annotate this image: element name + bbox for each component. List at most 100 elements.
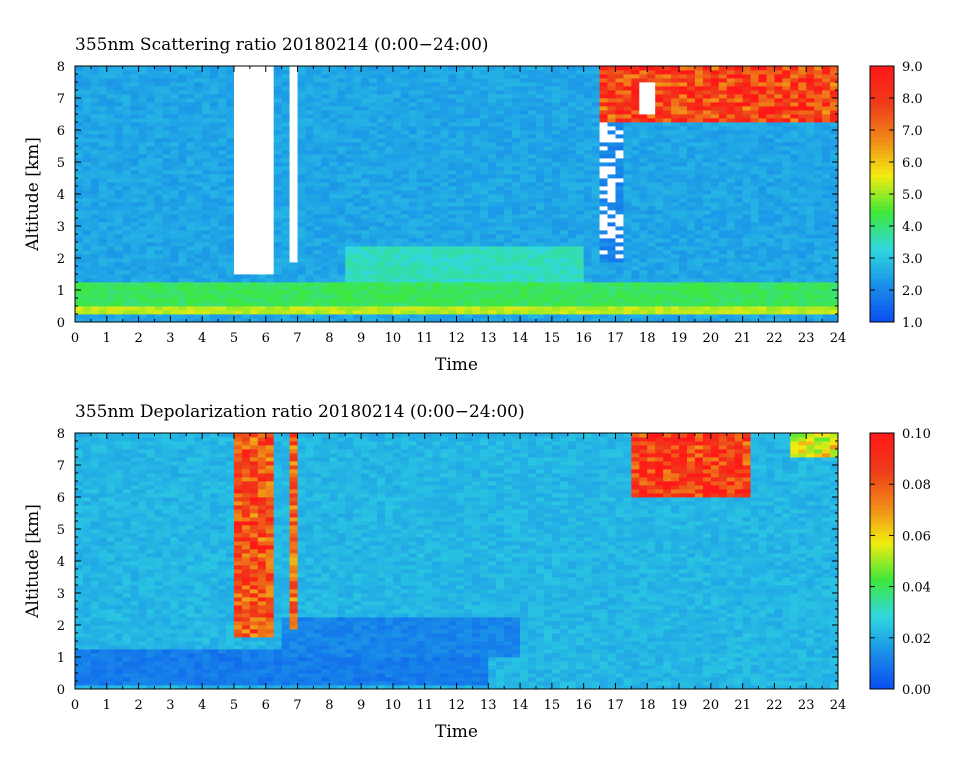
depolarization-y-tick-label: 6 [57,491,65,506]
scattering-x-tick-label: 19 [671,331,688,346]
scattering-x-tick-label: 4 [198,331,206,346]
depolarization-x-tick-label: 15 [544,698,561,713]
scattering-x-tick-label: 13 [480,331,497,346]
scattering-x-tick-label: 7 [293,331,301,346]
depolarization-x-axis-label: Time [435,722,478,742]
depolarization-x-tick-label: 2 [134,698,142,713]
depolarization-colorbar-tick-label: 0.00 [902,683,931,698]
scattering-heatmap [75,66,839,323]
scattering-colorbar-tick-label: 8.0 [902,92,923,107]
scattering-y-tick-label: 3 [57,220,65,235]
scattering-y-tick-label: 2 [57,252,65,267]
scattering-x-tick-label: 15 [544,331,561,346]
depolarization-x-tick-label: 8 [325,698,333,713]
depolarization-x-tick-label: 5 [230,698,238,713]
scattering-x-tick-label: 1 [103,331,111,346]
depolarization-x-tick-label: 19 [671,698,688,713]
depolarization-title: 355nm Depolarization ratio 20180214 (0:0… [75,402,525,422]
scattering-x-tick-label: 9 [357,331,365,346]
depolarization-x-tick-label: 7 [293,698,301,713]
scattering-colorbar-tick-label: 2.0 [902,284,923,299]
depolarization-x-tick-label: 0 [71,698,79,713]
scattering-x-tick-label: 6 [262,331,270,346]
scattering-x-tick-label: 8 [325,331,333,346]
scattering-x-tick-label: 17 [607,331,624,346]
scattering-colorbar-tick-label: 6.0 [902,156,923,171]
depolarization-colorbar-tick-label: 0.06 [902,529,931,544]
depolarization-y-tick-label: 0 [57,683,65,698]
depolarization-x-tick-label: 23 [798,698,815,713]
depolarization-x-tick-label: 22 [766,698,783,713]
scattering-x-tick-label: 16 [575,331,592,346]
scattering-colorbar-tick-label: 3.0 [902,252,923,267]
scattering-x-tick-label: 3 [166,331,174,346]
scattering-y-tick-label: 1 [57,284,65,299]
scattering-x-tick-label: 24 [830,331,847,346]
scattering-x-tick-label: 2 [134,331,142,346]
depolarization-y-tick-label: 4 [57,555,65,570]
depolarization-y-axis: 0 1 2 3 4 5 6 7 8 [57,427,838,698]
depolarization-y-tick-label: 1 [57,651,65,666]
depolarization-x-tick-label: 20 [703,698,720,713]
scattering-y-tick-label: 4 [57,188,65,203]
depolarization-y-tick-label: 3 [57,587,65,602]
scattering-y-tick-label: 0 [57,316,65,331]
scattering-y-tick-label: 5 [57,156,65,171]
depolarization-y-tick-label: 2 [57,619,65,634]
depolarization-x-tick-label: 4 [198,698,206,713]
scattering-colorbar-tick-label: 4.0 [902,220,923,235]
depolarization-x-tick-label: 11 [416,698,433,713]
scattering-y-axis-label: Altitude [km] [23,137,43,252]
scattering-x-axis-label: Time [435,355,478,375]
depolarization-heatmap [75,433,839,690]
depolarization-colorbar-tick-label: 0.10 [902,427,931,442]
scattering-x-tick-label: 0 [71,331,79,346]
depolarization-x-tick-label: 3 [166,698,174,713]
scattering-x-tick-label: 21 [734,331,751,346]
depolarization-x-tick-label: 1 [103,698,111,713]
scattering-x-axis: 0 1 2 3 4 5 6 7 8 9 10 11 12 13 14 15 16 17 18 19 20 21 22 23 24 [71,66,846,346]
scattering-colorbar-tick-label: 5.0 [902,188,923,203]
depolarization-colorbar-tick-label: 0.04 [902,581,931,596]
scattering-colorbar: 1.0 2.0 3.0 4.0 5.0 6.0 7.0 8.0 9.0 [869,60,923,331]
scattering-x-tick-label: 18 [639,331,656,346]
scattering-y-tick-label: 6 [57,124,65,139]
depolarization-x-tick-label: 9 [357,698,365,713]
scattering-x-tick-label: 12 [448,331,465,346]
scattering-y-tick-label: 8 [57,60,65,75]
scattering-x-tick-label: 20 [703,331,720,346]
depolarization-y-tick-label: 5 [57,523,65,538]
depolarization-y-tick-label: 7 [57,459,65,474]
depolarization-x-tick-label: 10 [385,698,402,713]
depolarization-x-tick-label: 24 [830,698,847,713]
depolarization-x-tick-label: 18 [639,698,656,713]
depolarization-x-tick-label: 12 [448,698,465,713]
scattering-x-tick-label: 5 [230,331,238,346]
scattering-colorbar-tick-label: 9.0 [902,60,923,75]
depolarization-ratio-panel: 355nm Depolarization ratio 20180214 (0:0… [23,402,931,742]
scattering-y-tick-label: 7 [57,92,65,107]
depolarization-x-tick-label: 13 [480,698,497,713]
scattering-x-tick-label: 22 [766,331,783,346]
depolarization-x-axis: 0 1 2 3 4 5 6 7 8 9 10 11 12 13 14 15 16 17 18 19 20 21 22 23 24 [71,433,846,713]
depolarization-x-tick-label: 21 [734,698,751,713]
scattering-x-tick-label: 11 [416,331,433,346]
depolarization-colorbar-tick-label: 0.08 [902,478,931,493]
scattering-x-tick-label: 14 [512,331,529,346]
depolarization-x-tick-label: 16 [575,698,592,713]
depolarization-colorbar: 0.00 0.02 0.04 0.06 0.08 0.10 [869,427,931,698]
depolarization-y-tick-label: 8 [57,427,65,442]
scattering-ratio-panel: 355nm Scattering ratio 20180214 (0:00−24… [23,35,923,375]
depolarization-x-tick-label: 14 [512,698,529,713]
depolarization-colorbar-tick-label: 0.02 [902,632,931,647]
depolarization-y-axis-label: Altitude [km] [23,504,43,619]
scattering-colorbar-tick-label: 1.0 [902,316,923,331]
scattering-colorbar-tick-label: 7.0 [902,124,923,139]
scattering-y-axis: 0 1 2 3 4 5 6 7 8 [57,60,838,331]
scattering-x-tick-label: 10 [385,331,402,346]
depolarization-x-tick-label: 17 [607,698,624,713]
scattering-title: 355nm Scattering ratio 20180214 (0:00−24… [75,35,489,55]
scattering-x-tick-label: 23 [798,331,815,346]
depolarization-x-tick-label: 6 [262,698,270,713]
